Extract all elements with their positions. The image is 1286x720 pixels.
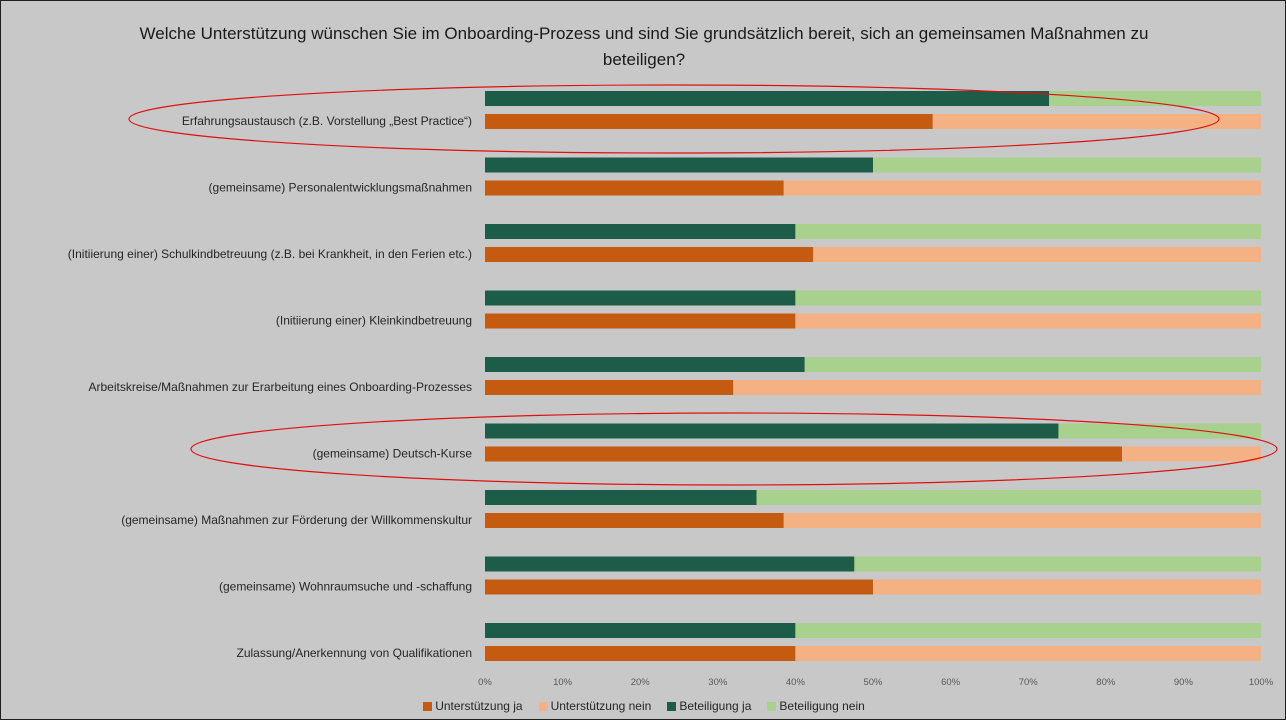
bar-unterstützung-ja (485, 247, 814, 262)
legend-swatch (767, 701, 777, 711)
chart-title: Welche Unterstützung wünschen Sie im Onb… (139, 24, 1149, 69)
x-tick-label: 30% (708, 677, 728, 688)
legend-item: Unterstützung ja (423, 699, 523, 713)
bar-unterstützung-ja (485, 646, 796, 661)
bar-unterstützung-ja (485, 380, 734, 395)
bar-beteiligung-nein (804, 357, 1261, 372)
bar-unterstützung-nein (733, 380, 1261, 395)
x-tick-label: 0% (478, 677, 492, 688)
category-label: (Initiierung einer) Kleinkindbetreuung (276, 314, 472, 328)
x-tick-label: 60% (941, 677, 961, 688)
x-tick-label: 80% (1096, 677, 1116, 688)
bar-unterstützung-nein (783, 180, 1261, 196)
bar-unterstützung-nein (795, 646, 1261, 661)
x-tick-label: 90% (1174, 677, 1194, 688)
bar-unterstützung-ja (485, 180, 784, 196)
bar-unterstützung-nein (932, 114, 1261, 129)
bar-unterstützung-ja (485, 114, 933, 129)
chart-plot: 0% 10% 20% 30% 40% 50% 60% 70% 80% 90% 100% Erfahru… (68, 84, 1278, 688)
bar-beteiligung-ja (485, 157, 873, 173)
highlight-ellipse (190, 412, 1278, 486)
bar-unterstützung-ja (485, 579, 873, 595)
bar-beteiligung-ja (485, 91, 1050, 106)
bar-beteiligung-nein (873, 157, 1261, 173)
category-label: Erfahrungsaustausch (z.B. Vorstellung „B… (182, 114, 472, 128)
bar-beteiligung-nein (1058, 423, 1261, 439)
legend-label: Beteiligung nein (779, 699, 865, 713)
bar-beteiligung-nein (1049, 91, 1261, 106)
bar-beteiligung-ja (485, 290, 796, 306)
bar-beteiligung-ja (485, 623, 796, 638)
bar-beteiligung-nein (795, 290, 1261, 306)
legend-swatch (423, 701, 433, 711)
bar-unterstützung-ja (485, 513, 784, 528)
bar-beteiligung-ja (485, 490, 757, 505)
bar-unterstützung-nein (873, 579, 1261, 595)
bar-beteiligung-nein (795, 623, 1261, 638)
bar-beteiligung-nein (795, 224, 1261, 239)
legend-item: Beteiligung nein (767, 699, 865, 713)
bar-unterstützung-ja (485, 446, 1123, 462)
legend-label: Unterstützung nein (550, 699, 652, 713)
x-tick-label: 70% (1019, 677, 1039, 688)
x-tick-label: 20% (631, 677, 651, 688)
bar-beteiligung-ja (485, 224, 796, 239)
category-label: (Initiierung einer) Schulkindbetreuung (… (68, 247, 472, 261)
x-tick-label: 10% (553, 677, 573, 688)
category-label: Arbeitskreise/Maßnahmen zur Erarbeitung … (88, 380, 472, 394)
bar-beteiligung-nein (854, 556, 1261, 572)
x-tick-label: 100% (1249, 677, 1274, 688)
category-label: (gemeinsame) Personalentwicklungsmaßnahm… (209, 181, 472, 195)
legend-swatch (538, 701, 548, 711)
bar-unterstützung-nein (795, 313, 1261, 329)
bar-beteiligung-nein (756, 490, 1261, 505)
highlight-ellipse (128, 84, 1220, 154)
bar-unterstützung-nein (813, 247, 1261, 262)
legend-label: Beteiligung ja (679, 699, 752, 713)
category-label: (gemeinsame) Deutsch-Kurse (313, 447, 473, 461)
legend-item: Beteiligung ja (667, 699, 751, 713)
bar-unterstützung-nein (1122, 446, 1261, 462)
legend-item: Unterstützung nein (538, 699, 652, 713)
bar-beteiligung-ja (485, 423, 1059, 439)
legend-label: Unterstützung ja (435, 699, 523, 713)
category-label: Zulassung/Anerkennung von Qualifikatione… (237, 646, 473, 660)
x-tick-label: 50% (863, 677, 883, 688)
bar-beteiligung-ja (485, 556, 855, 572)
chart-legend: Unterstützung ja Unterstützung nein Beteil… (1, 699, 1286, 713)
bar-unterstützung-ja (485, 313, 796, 329)
category-label: (gemeinsame) Wohnraumsuche und -schaffun… (219, 580, 472, 594)
bar-unterstützung-nein (783, 513, 1261, 528)
x-tick-label: 40% (786, 677, 806, 688)
category-label: (gemeinsame) Maßnahmen zur Förderung der… (121, 513, 472, 527)
bar-beteiligung-ja (485, 357, 805, 372)
legend-swatch (667, 701, 677, 711)
